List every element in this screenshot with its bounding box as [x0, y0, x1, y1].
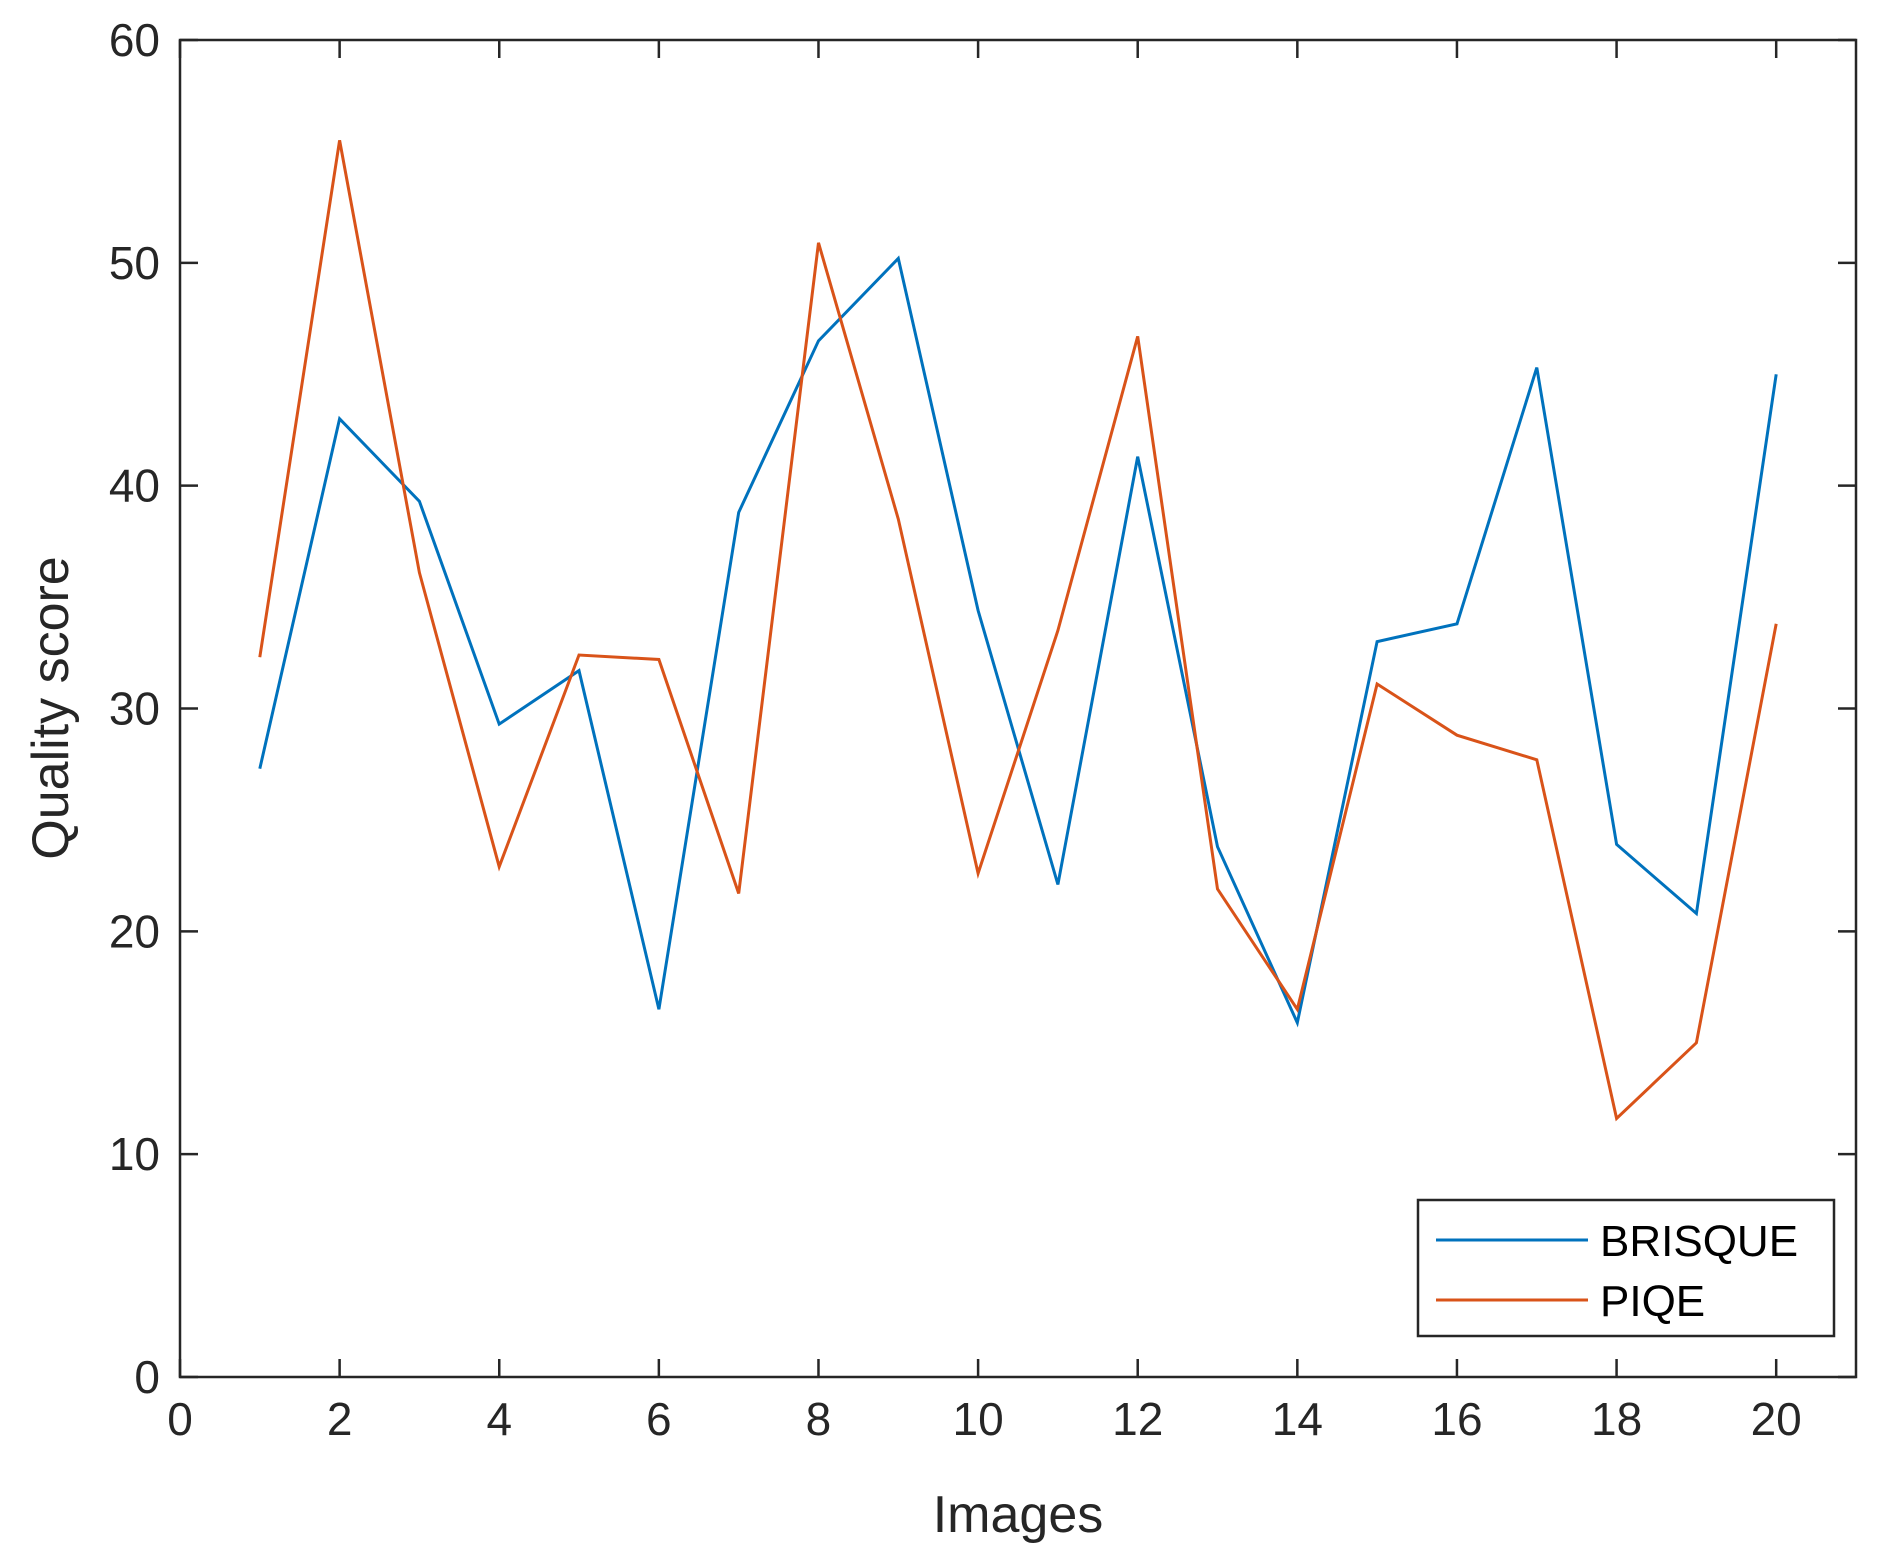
y-axis-label: Quality score: [22, 556, 80, 859]
x-tick-label: 6: [646, 1393, 672, 1445]
x-tick-label: 8: [806, 1393, 832, 1445]
x-tick-label: 10: [953, 1393, 1004, 1445]
plot-area: [180, 40, 1856, 1377]
series-layer: [258, 140, 1778, 1122]
y-tick-label: 20: [109, 905, 160, 957]
y-tick-label: 40: [109, 460, 160, 512]
series-line-piqe: [258, 140, 1778, 1122]
y-tick-label: 50: [109, 237, 160, 289]
y-tick-label: 10: [109, 1128, 160, 1180]
x-tick-label: 16: [1431, 1393, 1482, 1445]
ticks-layer: 0 2 4 6 8 10 12 14 16 18 20 0 10 20 30 40 50 60: [109, 14, 1856, 1445]
x-tick-label: 12: [1112, 1393, 1163, 1445]
legend: BRISQUE PIQE: [1416, 1198, 1836, 1338]
x-tick-label: 2: [327, 1393, 353, 1445]
legend-box: [1416, 1198, 1836, 1338]
x-tick-label: 18: [1591, 1393, 1642, 1445]
x-tick-label: 14: [1272, 1393, 1323, 1445]
legend-label-piqe: PIQE: [1600, 1277, 1705, 1326]
x-tick-label: 20: [1751, 1393, 1802, 1445]
legend-label-brisque: BRISQUE: [1600, 1217, 1798, 1266]
x-axis-label: Images: [933, 1486, 1104, 1544]
x-tick-label: 4: [486, 1393, 512, 1445]
y-tick-label: 60: [109, 14, 160, 66]
x-tick-label: 0: [167, 1393, 193, 1445]
y-tick-label: 30: [109, 683, 160, 735]
y-tick-label: 0: [134, 1351, 160, 1403]
